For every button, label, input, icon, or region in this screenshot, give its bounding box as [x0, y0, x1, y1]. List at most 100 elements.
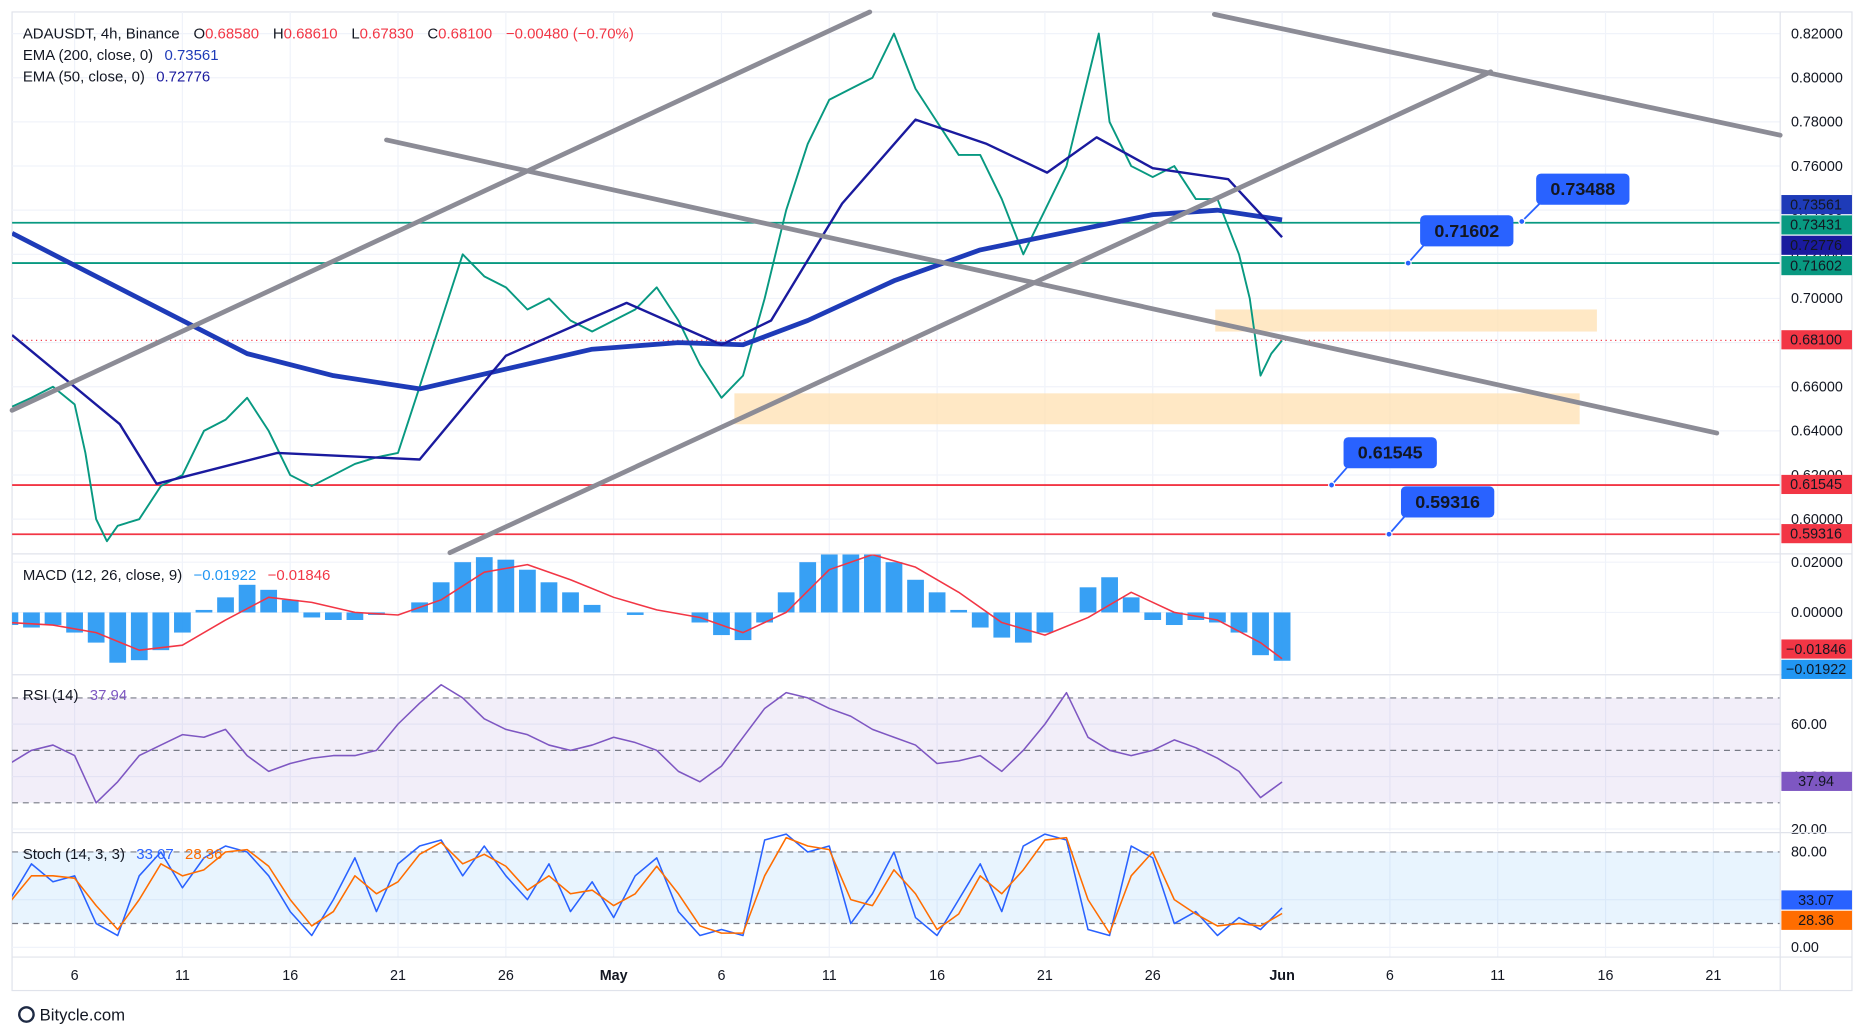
- axis-value-box: [1781, 659, 1852, 679]
- y-tick-label: 0.66000: [1791, 380, 1843, 396]
- y-tick-label: 60.00: [1791, 717, 1827, 733]
- legend-name: EMA (50, close, 0): [23, 68, 145, 85]
- macd-bar: [540, 582, 558, 613]
- callout-label: 0.73488: [1550, 179, 1615, 199]
- macd-bar: [820, 553, 838, 613]
- axis-value-box: [1781, 195, 1852, 215]
- axis-value-box: [1781, 330, 1852, 350]
- axis-value-label: 0.59316: [1790, 526, 1842, 542]
- ema-legend: EMA (50, close, 0) 0.72776: [23, 68, 210, 85]
- zone: [1215, 309, 1597, 332]
- trend-line: [447, 69, 1494, 556]
- macd-bar: [864, 553, 881, 613]
- macd-bar: [756, 612, 773, 623]
- trend-line: [9, 9, 873, 413]
- y-tick-label: 80.00: [1791, 845, 1827, 861]
- macd-bar: [1122, 597, 1140, 613]
- macd-bar: [950, 609, 968, 613]
- macd-bar: [174, 612, 191, 633]
- axis-value-label: 0.68100: [1790, 333, 1842, 349]
- callout-label: 0.71602: [1434, 221, 1499, 241]
- legend-name: EMA (200, close, 0): [23, 47, 153, 64]
- series-line: [12, 118, 1283, 485]
- pane-title: Stoch (14, 3, 3): [23, 846, 125, 863]
- trend-line: [1211, 11, 1783, 138]
- macd-bar: [1144, 612, 1162, 620]
- band: [12, 851, 1781, 924]
- callout-box: [1400, 486, 1495, 518]
- y-tick-label: 0.80000: [1791, 71, 1843, 87]
- series-line: [12, 683, 1283, 804]
- macd-bar: [1230, 612, 1248, 633]
- callout-stem: [1330, 465, 1350, 486]
- callout-stem: [1388, 514, 1407, 535]
- axis-value-box: [1781, 474, 1852, 495]
- quote-label: H: [273, 25, 284, 42]
- axis-value-label: 0.72776: [1790, 238, 1842, 254]
- macd-bar: [346, 612, 364, 620]
- x-tick-label: May: [600, 968, 628, 984]
- macd-bar: [238, 584, 256, 613]
- x-tick-label: 16: [282, 968, 298, 984]
- panes: 0.600000.620000.640000.660000.680000.700…: [12, 11, 1852, 991]
- macd-bar: [475, 557, 493, 613]
- y-tick-label: 0.78000: [1791, 115, 1843, 131]
- axis-value-box: [1781, 235, 1852, 255]
- callout-stem: [1521, 201, 1542, 223]
- pane: [12, 553, 1781, 674]
- macd-bar: [734, 612, 752, 641]
- axis-value-label: 33.07: [1798, 893, 1834, 909]
- series-line: [12, 553, 1283, 660]
- axis-value-box: [1781, 910, 1852, 930]
- macd-bar: [454, 562, 472, 613]
- macd-bar: [1101, 577, 1118, 613]
- callout-point: [1385, 530, 1393, 538]
- x-tick-label: 16: [929, 968, 945, 984]
- callout-box: [1420, 215, 1514, 247]
- y-tick-label: 0.02000: [1791, 555, 1843, 571]
- macd-bar: [777, 592, 795, 613]
- axis-value-label: 28.36: [1798, 913, 1834, 929]
- price-header: ADAUSDT, 4h, Binance O0.68580 H0.68610 L…: [23, 25, 634, 42]
- macd-bar: [626, 612, 644, 615]
- axis-value-box: [1781, 256, 1852, 276]
- series-line: [12, 833, 1283, 937]
- axis-value-label: −0.01922: [1786, 662, 1846, 678]
- callout-box: [1343, 437, 1437, 469]
- x-tick-label: 11: [822, 968, 837, 984]
- rsi-header: RSI (14) 37.94: [23, 687, 127, 704]
- brand: Bitycle.com: [40, 1005, 126, 1024]
- x-tick-label: 16: [1598, 968, 1614, 984]
- price-change: −0.00480 (−0.70%): [506, 25, 634, 42]
- quote-value: 0.67830: [360, 25, 414, 42]
- axis-value-box: [1781, 771, 1852, 791]
- axis-value-label: 0.73561: [1790, 197, 1842, 213]
- macd-bar: [885, 562, 903, 613]
- legend-value: 0.73561: [165, 47, 219, 64]
- macd-bar: [1079, 587, 1097, 613]
- legend-value: −0.01922: [194, 567, 257, 584]
- y-tick-label: 20.00: [1791, 822, 1827, 838]
- x-tick-label: 6: [717, 968, 725, 984]
- x-tick-label: 11: [175, 968, 190, 984]
- axis-value-label: 37.94: [1798, 774, 1834, 790]
- macd-bar: [583, 604, 601, 613]
- macd-bar: [130, 612, 148, 661]
- legend-value: 37.94: [90, 687, 127, 704]
- macd-bar: [713, 612, 730, 636]
- macd-bar: [519, 569, 536, 613]
- axis-value-label: −0.01846: [1786, 642, 1846, 658]
- callout-box: [1536, 173, 1630, 205]
- x-tick-label: 21: [1705, 968, 1721, 984]
- symbol: ADAUSDT, 4h, Binance: [23, 25, 180, 42]
- trend-lines: [9, 9, 1783, 556]
- x-tick-label: 21: [390, 968, 406, 984]
- pane: [12, 674, 1781, 832]
- axis-value-box: [1781, 524, 1852, 544]
- legend-value: 33.07: [136, 846, 173, 863]
- callout-label: 0.59316: [1415, 492, 1480, 512]
- pane-title: RSI (14): [23, 687, 79, 704]
- macd-bar: [1273, 612, 1291, 661]
- quote-label: L: [351, 25, 359, 42]
- macd-bar: [1014, 612, 1032, 643]
